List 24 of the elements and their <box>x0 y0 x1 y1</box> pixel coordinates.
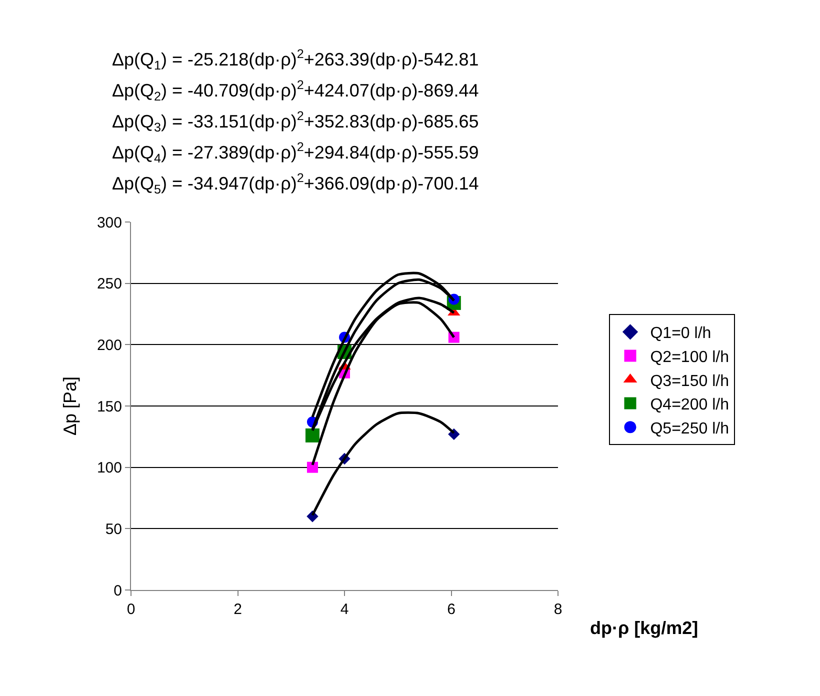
y-axis-title: Δp [Pa] <box>60 376 80 436</box>
text: Δp(Q$_{3}$) = -33.151(dp·ρ)$^{2}$+352.83(dp·ρ)-685.65 <box>112 109 479 134</box>
y-tick-label: 200 <box>96 336 122 354</box>
x-tick-label: 0 <box>126 601 136 618</box>
x-axis-title: dp·ρ [kg/m2] <box>590 618 698 638</box>
y-tick-label: 150 <box>96 398 122 416</box>
legend-label: Q1=0 l/h <box>650 325 712 342</box>
text: Δp(Q$_{1}$) = -25.218(dp·ρ)$^{2}$+263.39(dp·ρ)-542.81 <box>112 47 479 72</box>
x-tick-label: 4 <box>340 601 349 618</box>
y-tick-label: 300 <box>96 214 122 232</box>
text: Δp(Q$_{2}$) = -40.709(dp·ρ)$^{2}$+424.07(dp·ρ)-869.44 <box>112 78 479 104</box>
legend-label: Q5=250 l/h <box>650 420 729 438</box>
legend-label: Q4=200 l/h <box>650 396 729 414</box>
y-tick-label: 250 <box>96 276 122 293</box>
text: Δp(Q$_{4}$) = -27.389(dp·ρ)$^{2}$+294.84(dp·ρ)-555.59 <box>112 140 479 166</box>
x-tick-label: 6 <box>447 601 456 618</box>
x-tick-label: 8 <box>554 601 562 618</box>
x-tick-label: 2 <box>234 601 242 618</box>
y-tick-label: 0 <box>114 582 122 600</box>
legend-label: Q3=150 l/h <box>650 372 729 390</box>
y-tick-label: 100 <box>96 460 122 477</box>
y-tick-label: 50 <box>105 520 122 538</box>
text: Δp(Q$_{5}$) = -34.947(dp·ρ)$^{2}$+366.09(dp·ρ)-700.14 <box>112 171 479 196</box>
legend-label: Q2=100 l/h <box>650 348 729 366</box>
